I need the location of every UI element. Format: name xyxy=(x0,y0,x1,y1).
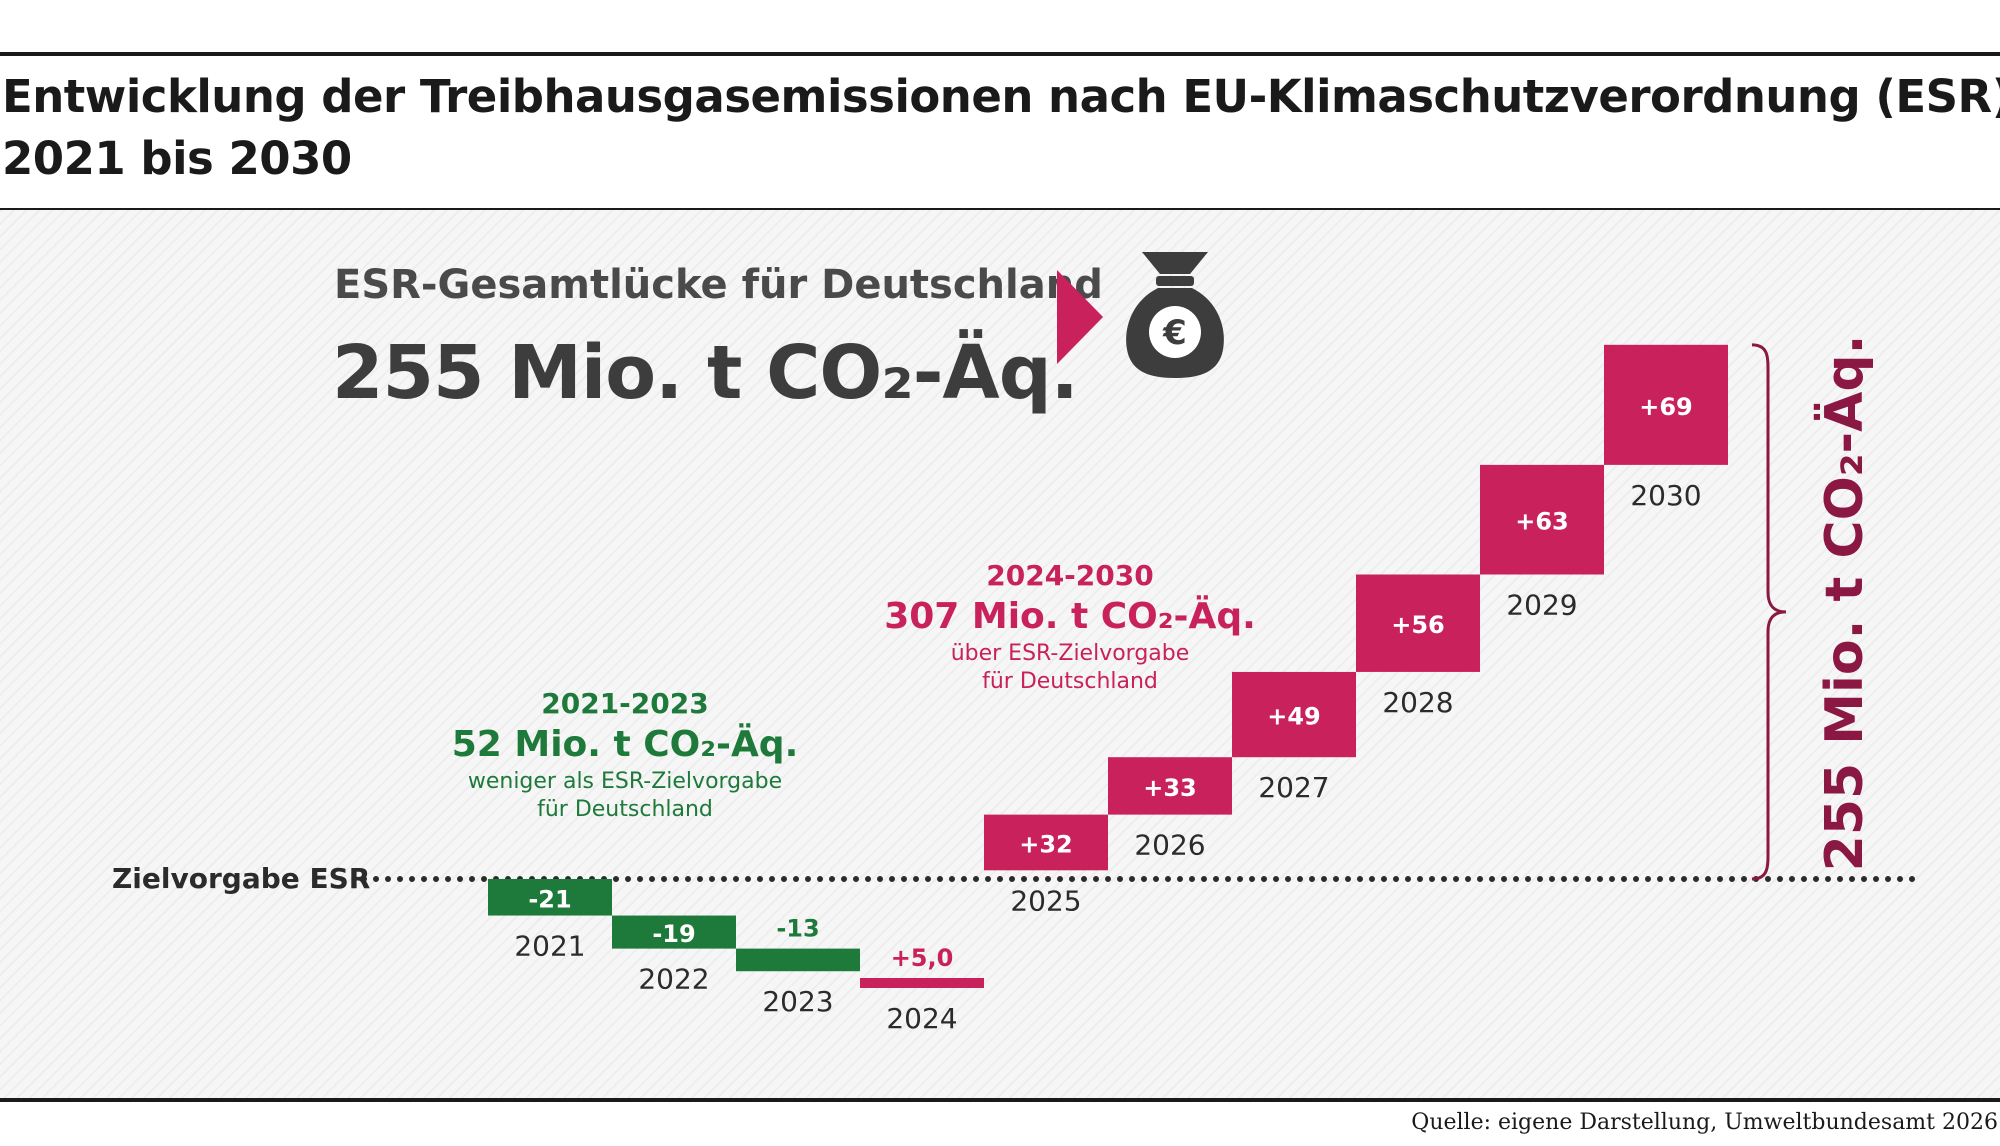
value-label-2025: +32 xyxy=(1019,830,1073,858)
total-brace xyxy=(1751,343,1787,881)
value-label-2023: -13 xyxy=(776,915,819,943)
group-below-note-2: für Deutschland xyxy=(537,797,713,822)
bottom-rule xyxy=(0,1098,2000,1102)
bar-2023 xyxy=(736,948,860,972)
target-label: Zielvorgabe ESR xyxy=(112,862,371,895)
group-below-period: 2021-2023 xyxy=(541,687,709,720)
bar-2029 xyxy=(1480,464,1604,575)
year-label-2025: 2025 xyxy=(1010,884,1081,917)
year-label-2027: 2027 xyxy=(1258,771,1329,804)
value-label-2028: +56 xyxy=(1391,611,1445,639)
year-label-2029: 2029 xyxy=(1506,589,1577,622)
bar-2028 xyxy=(1356,574,1480,672)
year-label-2030: 2030 xyxy=(1630,479,1701,512)
title-line-2: 2021 bis 2030 xyxy=(2,132,352,185)
value-label-2030: +69 xyxy=(1639,393,1693,421)
group-below-total: 52 Mio. t CO₂-Äq. xyxy=(451,724,799,765)
svg-text:€: € xyxy=(1162,313,1187,353)
bar-2024 xyxy=(860,978,984,988)
group-above-target: 2024-2030 307 Mio. t CO₂-Äq. über ESR-Zi… xyxy=(880,558,1260,696)
bar-2022 xyxy=(612,915,736,949)
brace-label: 255 Mio. t CO₂-Äq. xyxy=(1815,334,1875,872)
group-above-note-2: für Deutschland xyxy=(982,669,1158,694)
value-label-2026: +33 xyxy=(1143,774,1197,802)
group-above-note-1: über ESR-Zielvorgabe xyxy=(950,641,1190,666)
year-label-2023: 2023 xyxy=(762,985,833,1018)
bar-2021 xyxy=(488,879,612,916)
bar-2030 xyxy=(1604,344,1728,465)
euro-moneybag-icon: € xyxy=(1126,252,1224,378)
source-note: Quelle: eigene Darstellung, Umweltbundes… xyxy=(1411,1110,1998,1135)
year-label-2028: 2028 xyxy=(1382,686,1453,719)
top-rule xyxy=(0,52,2000,56)
value-label-2022: -19 xyxy=(652,920,695,948)
value-label-2021: -21 xyxy=(528,885,571,913)
headline-value: 255 Mio. t CO₂-Äq. xyxy=(332,330,1079,416)
headline-label: ESR-Gesamtlücke für Deutschland xyxy=(334,262,1103,308)
value-label-2029: +63 xyxy=(1515,508,1569,536)
group-below-note-1: weniger als ESR-Zielvorgabe xyxy=(467,769,783,794)
group-above-period: 2024-2030 xyxy=(986,559,1154,592)
labels-group: -21 2021 -19 2022 -13 2023 +5,0 2024 +32 2025 +33 2… xyxy=(514,393,1701,1035)
group-below-target: 2021-2023 52 Mio. t CO₂-Äq. weniger als … xyxy=(440,686,810,824)
chart-title: Entwicklung der Treibhausgasemissionen n… xyxy=(2,66,2000,190)
value-label-2024: +5,0 xyxy=(891,944,954,972)
bar-2027 xyxy=(1232,671,1356,758)
title-line-1: Entwicklung der Treibhausgasemissionen n… xyxy=(2,70,2000,123)
title-rule xyxy=(0,208,2000,210)
pointer-arrow-icon xyxy=(1057,270,1103,364)
bar-2025 xyxy=(984,814,1108,871)
year-label-2026: 2026 xyxy=(1134,829,1205,862)
year-label-2021: 2021 xyxy=(514,930,585,963)
year-label-2022: 2022 xyxy=(638,963,709,996)
group-above-total: 307 Mio. t CO₂-Äq. xyxy=(884,596,1256,637)
bar-2026 xyxy=(1108,757,1232,815)
bars-group xyxy=(488,344,1728,988)
year-label-2024: 2024 xyxy=(886,1002,957,1035)
value-label-2027: +49 xyxy=(1267,703,1321,731)
